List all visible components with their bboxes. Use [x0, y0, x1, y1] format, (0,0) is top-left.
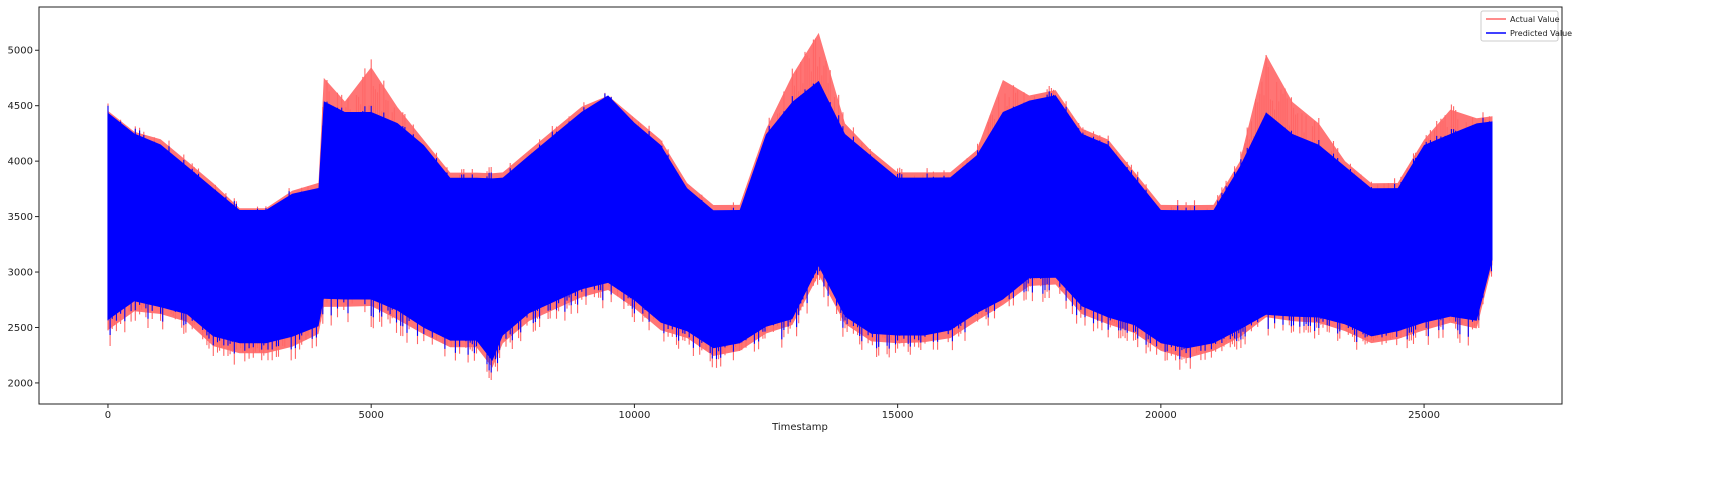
legend-label-predicted: Predicted Value — [1510, 29, 1572, 38]
x-tick-label: 20000 — [1145, 410, 1177, 421]
x-tick-label: 10000 — [619, 410, 651, 421]
y-tick-label: 2500 — [8, 323, 33, 334]
y-tick-label: 5000 — [8, 46, 33, 57]
x-axis-label: Timestamp — [771, 422, 828, 433]
plot-marks — [107, 32, 1493, 380]
x-tick-label: 0 — [105, 410, 111, 421]
series-predicted — [107, 80, 1493, 373]
x-tick-label: 15000 — [882, 410, 914, 421]
legend-label-actual: Actual Value — [1510, 15, 1560, 24]
plot-frame — [38, 6, 1563, 405]
series-band — [108, 80, 1493, 362]
x-tick-label: 25000 — [1408, 410, 1440, 421]
x-axis: 0 5000 10000 15000 20000 25000 — [105, 404, 1440, 421]
y-tick-label: 3500 — [8, 212, 33, 223]
y-axis: 2000 2500 3000 3500 4000 4500 5000 — [8, 46, 39, 389]
y-tick-label: 4500 — [8, 101, 33, 112]
y-tick-label: 2000 — [8, 378, 33, 389]
legend: Actual Value Predicted Value — [1480, 10, 1572, 42]
x-tick-label: 5000 — [358, 410, 383, 421]
y-tick-label: 3000 — [8, 268, 33, 279]
y-tick-label: 4000 — [8, 157, 33, 168]
